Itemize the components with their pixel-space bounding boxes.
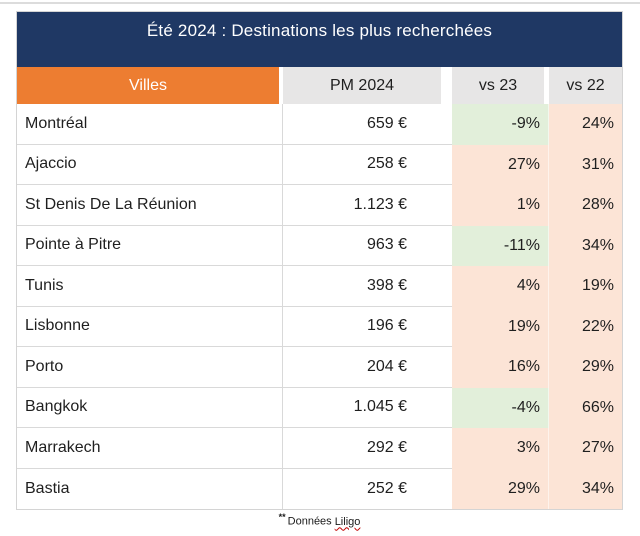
pm-cell: 398 €	[283, 266, 452, 307]
header-row: Villes PM 2024 vs 23 vs 22	[17, 67, 622, 104]
footnote-text: Données	[287, 515, 332, 528]
vs22-cell: 19%	[549, 266, 622, 307]
column-header-vs-23: vs 23	[452, 67, 549, 104]
city-cell: Lisbonne	[17, 306, 283, 347]
city-cell: Bastia	[17, 468, 283, 509]
vs22-cell: 66%	[549, 387, 622, 428]
vs22-cell: 24%	[549, 104, 622, 145]
vs22-cell: 27%	[549, 428, 622, 469]
table-title: Été 2024 : Destinations les plus recherc…	[17, 12, 622, 67]
vs22-cell: 29%	[549, 347, 622, 388]
table-row: Tunis 398 € 4% 19%	[17, 266, 622, 307]
vs23-cell: 29%	[452, 468, 549, 509]
city-cell: Pointe à Pitre	[17, 225, 283, 266]
vs23-cell: 4%	[452, 266, 549, 307]
table-body: Montréal 659 € -9% 24% Ajaccio 258 € 27%…	[17, 104, 622, 509]
table-row: Bastia 252 € 29% 34%	[17, 468, 622, 509]
pm-cell: 252 €	[283, 468, 452, 509]
city-cell: Marrakech	[17, 428, 283, 469]
vs22-cell: 28%	[549, 185, 622, 226]
table-row: St Denis De La Réunion 1.123 € 1% 28%	[17, 185, 622, 226]
pm-cell: 196 €	[283, 306, 452, 347]
vs23-cell: 27%	[452, 144, 549, 185]
table-row: Pointe à Pitre 963 € -11% 34%	[17, 225, 622, 266]
vs23-cell: -4%	[452, 387, 549, 428]
pm-cell: 963 €	[283, 225, 452, 266]
vs23-cell: -9%	[452, 104, 549, 145]
table-row: Marrakech 292 € 3% 27%	[17, 428, 622, 469]
footnote-marker: **	[278, 512, 286, 522]
column-header-pm-2024: PM 2024	[283, 67, 452, 104]
city-cell: Montréal	[17, 104, 283, 145]
city-cell: Tunis	[17, 266, 283, 307]
pm-cell: 258 €	[283, 144, 452, 185]
vs23-cell: -11%	[452, 225, 549, 266]
footnote: ** Données Liligo	[16, 512, 623, 528]
destinations-table: Été 2024 : Destinations les plus recherc…	[16, 11, 623, 510]
vs22-cell: 34%	[549, 225, 622, 266]
table-row: Montréal 659 € -9% 24%	[17, 104, 622, 145]
table-row: Bangkok 1.045 € -4% 66%	[17, 387, 622, 428]
table-row: Porto 204 € 16% 29%	[17, 347, 622, 388]
pm-cell: 659 €	[283, 104, 452, 145]
pm-cell: 204 €	[283, 347, 452, 388]
column-header-vs-22: vs 22	[549, 67, 622, 104]
pm-cell: 1.045 €	[283, 387, 452, 428]
vs22-cell: 22%	[549, 306, 622, 347]
footnote-brand-liligo: Liligo	[334, 515, 361, 528]
window-edge-artifact	[0, 2, 640, 4]
table-row: Ajaccio 258 € 27% 31%	[17, 144, 622, 185]
vs23-cell: 1%	[452, 185, 549, 226]
vs23-cell: 16%	[452, 347, 549, 388]
vs22-cell: 31%	[549, 144, 622, 185]
vs23-cell: 19%	[452, 306, 549, 347]
column-header-villes: Villes	[17, 67, 283, 104]
vs23-cell: 3%	[452, 428, 549, 469]
city-cell: Porto	[17, 347, 283, 388]
city-cell: Ajaccio	[17, 144, 283, 185]
city-cell: St Denis De La Réunion	[17, 185, 283, 226]
pm-cell: 292 €	[283, 428, 452, 469]
table-row: Lisbonne 196 € 19% 22%	[17, 306, 622, 347]
city-cell: Bangkok	[17, 387, 283, 428]
pm-cell: 1.123 €	[283, 185, 452, 226]
vs22-cell: 34%	[549, 468, 622, 509]
